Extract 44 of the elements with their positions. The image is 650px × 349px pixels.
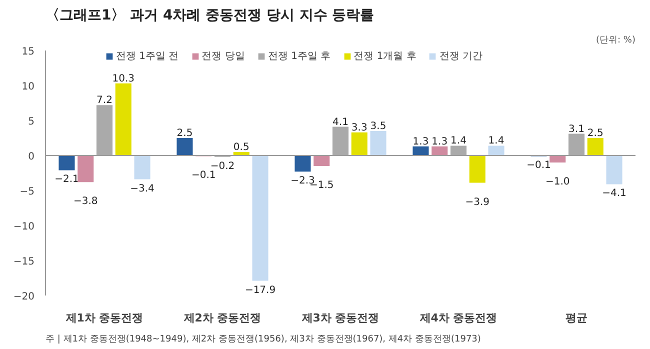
- data-label: −0.2: [210, 160, 235, 172]
- chart-title: 〈그래프1〉 과거 4차례 중동전쟁 당시 지수 등락률: [46, 8, 374, 24]
- y-tick-label: 0: [28, 152, 35, 162]
- data-label: 0.5: [233, 142, 250, 153]
- y-tick-label: −15: [13, 256, 35, 268]
- legend-label: 전쟁 1주일 전: [116, 50, 179, 63]
- text: (단위: %): [596, 36, 636, 46]
- data-label: −2.1: [54, 174, 79, 186]
- text: 주 | 제1차 중동전쟁(1948~1949), 제2차 중동전쟁(1956), 제3차 중동전쟁(1967), 제4차 중동전쟁(1973): [46, 334, 481, 344]
- data-label: −3.8: [73, 196, 98, 208]
- data-label: 3.3: [351, 122, 368, 134]
- y-tick-label: 10: [22, 82, 35, 92]
- legend-label: 전쟁 기간: [439, 50, 483, 63]
- data-label: −4.1: [602, 188, 626, 200]
- legend-label: 전쟁 1주일 후: [268, 50, 331, 63]
- y-tick-label: −20: [13, 292, 35, 302]
- data-label: 1.3: [432, 136, 448, 148]
- data-label: 3.1: [568, 124, 584, 135]
- data-label: −17.9: [244, 284, 276, 296]
- x-tick-label: 제3차 중동전쟁: [300, 312, 380, 324]
- y-tick-label: −5: [20, 186, 35, 198]
- data-label: −3.4: [130, 183, 154, 194]
- x-tick-label: 제1차 중동전쟁: [64, 312, 144, 324]
- data-label: 2.5: [176, 128, 193, 139]
- data-label: 1.4: [488, 136, 504, 147]
- data-label: 1.4: [450, 136, 466, 147]
- y-tick-label: −10: [13, 222, 35, 232]
- data-label: 7.2: [96, 95, 112, 106]
- data-label: 10.3: [112, 73, 135, 84]
- y-tick-label: 15: [22, 46, 35, 58]
- data-label: 3.5: [370, 121, 386, 132]
- x-tick-label: 제2차 중동전쟁: [182, 312, 262, 324]
- legend-label: 전쟁 당일: [202, 50, 245, 63]
- data-label: −1.0: [545, 176, 570, 188]
- data-label: 4.1: [332, 116, 348, 128]
- data-label: 2.5: [587, 128, 604, 139]
- data-label: −0.1: [191, 170, 216, 182]
- x-tick-label: 제4차 중동전쟁: [418, 312, 498, 324]
- data-label: 1.3: [412, 136, 429, 148]
- x-tick-label: 평균: [566, 312, 588, 324]
- y-tick-label: 5: [28, 116, 35, 128]
- data-label: −3.9: [465, 196, 490, 208]
- legend-label: 전쟁 1개월 후: [354, 50, 416, 63]
- data-label: −0.1: [526, 160, 551, 172]
